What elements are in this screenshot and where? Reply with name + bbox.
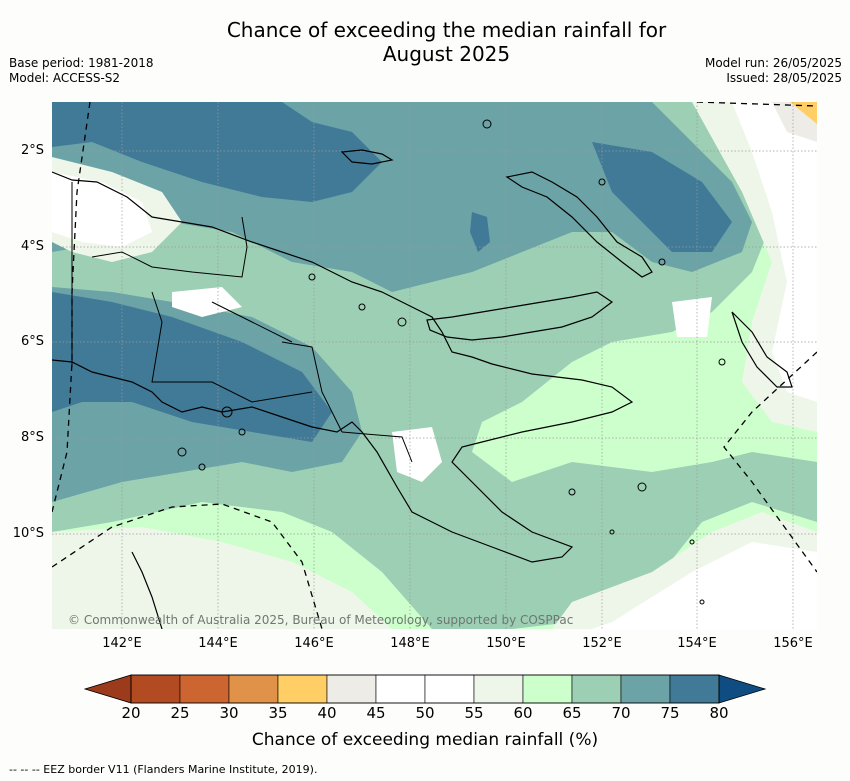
colorbar-segment [179, 674, 230, 704]
lat-label-10s: 10°S [12, 526, 44, 541]
colorbar-segment [620, 674, 671, 704]
colorbar-segment [669, 674, 720, 704]
cb-tick-80: 80 [709, 704, 729, 722]
lon-label-150e: 150°E [486, 636, 526, 651]
coastline-manus [340, 149, 394, 165]
colorbar-segment [326, 674, 377, 704]
cb-tick-60: 60 [513, 704, 533, 722]
lon-label-152e: 152°E [582, 636, 622, 651]
band-50-55-east [732, 102, 817, 402]
lon-label-154e: 154°E [677, 636, 717, 651]
lon-label-148e: 148°E [390, 636, 430, 651]
eez-borders [52, 102, 817, 629]
model-name: Model: ACCESS-S2 [9, 71, 121, 85]
province-borders [71, 182, 413, 463]
colorbar [84, 674, 767, 704]
colorbar-segment [473, 674, 524, 704]
meta-left: Base period: 1981-2018 Model: ACCESS-S2 [9, 56, 154, 86]
graticule [52, 102, 817, 629]
band-75-80-north [52, 102, 382, 202]
lon-label-156e: 156°E [773, 636, 813, 651]
cb-tick-55: 55 [464, 704, 484, 722]
colorbar-segment [522, 674, 573, 704]
cb-tick-70: 70 [611, 704, 631, 722]
cb-tick-65: 65 [562, 704, 582, 722]
coastline-new-ireland [505, 171, 653, 278]
colorbar-high-extension [718, 674, 767, 704]
cb-tick-20: 20 [121, 704, 141, 722]
lon-label-146e: 146°E [294, 636, 334, 651]
small-islands [177, 119, 726, 605]
colorbar-segment [130, 674, 181, 704]
map-panel [52, 102, 817, 629]
band-50-55-spot [392, 427, 442, 482]
band-50-55-se [592, 542, 817, 629]
map-title: Chance of exceeding the median rainfall … [0, 18, 850, 66]
band-50-55-center [172, 287, 242, 317]
cb-tick-50: 50 [415, 704, 435, 722]
lat-label-8s: 8°S [20, 430, 44, 445]
lat-label-2s: 2°S [20, 143, 44, 158]
band-35-40-corner [790, 102, 817, 124]
colorbar-frame [130, 674, 720, 704]
coastline-cape-york [131, 551, 163, 629]
rainfall-map [52, 102, 817, 629]
issued-date: Issued: 28/05/2025 [726, 71, 842, 85]
lat-label-6s: 6°S [20, 334, 44, 349]
title-line-1: Chance of exceeding the median rainfall … [226, 18, 667, 42]
colorbar-segment [375, 674, 426, 704]
lon-label-142e: 142°E [102, 636, 142, 651]
meta-right: Model run: 26/05/2025 Issued: 28/05/2025 [705, 56, 842, 86]
band-55-60-south [52, 527, 392, 629]
cb-tick-40: 40 [317, 704, 337, 722]
colorbar-segment [228, 674, 279, 704]
coastline-new-britain [426, 291, 614, 341]
model-run: Model run: 26/05/2025 [704, 56, 842, 70]
title-line-2: August 2025 [382, 42, 511, 66]
coastline-new-guinea [52, 171, 634, 563]
band-50-55-center-east [672, 297, 712, 337]
lat-label-4s: 4°S [20, 239, 44, 254]
colorbar-segment [424, 674, 475, 704]
band-75-80-spot [470, 212, 490, 252]
coastline-bougainville [731, 311, 793, 388]
cb-tick-45: 45 [366, 704, 386, 722]
cb-tick-35: 35 [268, 704, 288, 722]
colorbar-segment [571, 674, 622, 704]
colorbar-segment [277, 674, 328, 704]
base-period: Base period: 1981-2018 [9, 56, 154, 70]
cb-tick-25: 25 [170, 704, 190, 722]
colorbar-label: Chance of exceeding median rainfall (%) [251, 730, 599, 750]
copyright-notice: © Commonwealth of Australia 2025, Bureau… [68, 613, 574, 627]
eez-legend-note: -- -- -- EEZ border V11 (Flanders Marine… [9, 763, 318, 776]
cb-tick-30: 30 [219, 704, 239, 722]
cb-tick-75: 75 [660, 704, 680, 722]
colorbar-low-extension [84, 674, 132, 704]
lon-label-144e: 144°E [198, 636, 238, 651]
